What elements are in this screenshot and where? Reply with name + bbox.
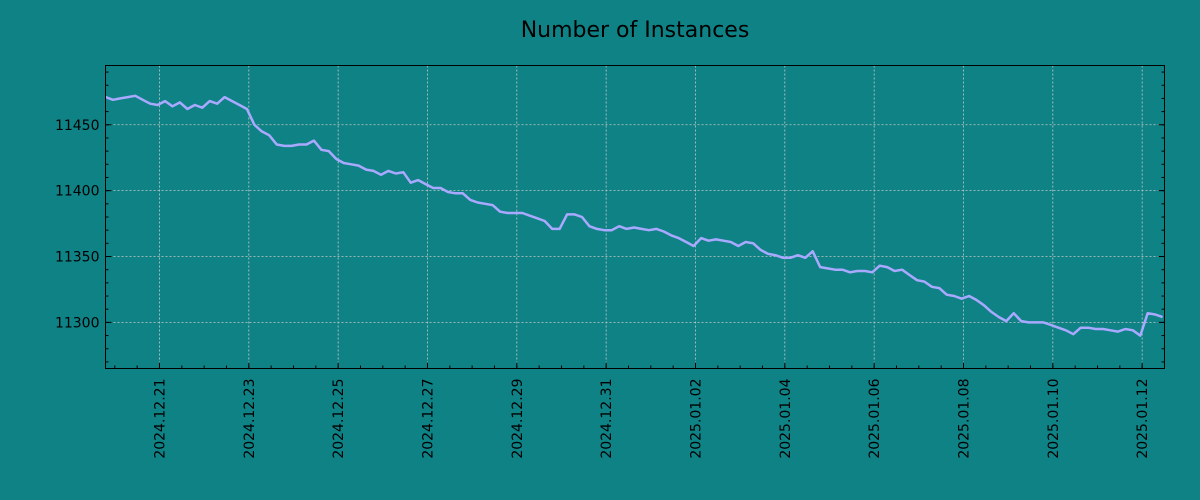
y-tick-label: 11450	[55, 118, 100, 134]
x-tick-label: 2024.12.27	[420, 379, 436, 459]
x-tick-label: 2025.01.08	[956, 379, 972, 459]
grid	[105, 65, 1165, 369]
x-tick-label: 2024.12.23	[242, 379, 258, 459]
x-tick-label: 2025.01.02	[688, 379, 704, 459]
x-tick-label: 2025.01.12	[1135, 379, 1151, 459]
x-tick-label: 2025.01.10	[1046, 379, 1062, 459]
x-tick-label: 2024.12.25	[331, 379, 347, 459]
y-axis: 11300 11350 11400 11450	[55, 71, 1165, 363]
x-tick-label: 2024.12.29	[510, 379, 526, 459]
chart-title: Number of Instances	[521, 18, 750, 43]
x-tick-label: 2025.01.06	[867, 378, 883, 458]
x-tick-label: 2024.12.21	[152, 379, 168, 459]
y-tick-label: 11350	[55, 250, 100, 266]
y-tick-label: 11400	[55, 184, 100, 200]
series-line	[105, 94, 1164, 337]
x-tick-label: 2024.12.31	[599, 379, 615, 459]
y-tick-label: 11300	[55, 315, 100, 331]
x-axis: 2024.12.21 2024.12.23 2024.12.25 2024.12.27…	[114, 362, 1165, 459]
series-layer	[105, 94, 1164, 337]
plot-frame	[105, 65, 1165, 369]
x-tick-label: 2025.01.04	[778, 378, 794, 458]
